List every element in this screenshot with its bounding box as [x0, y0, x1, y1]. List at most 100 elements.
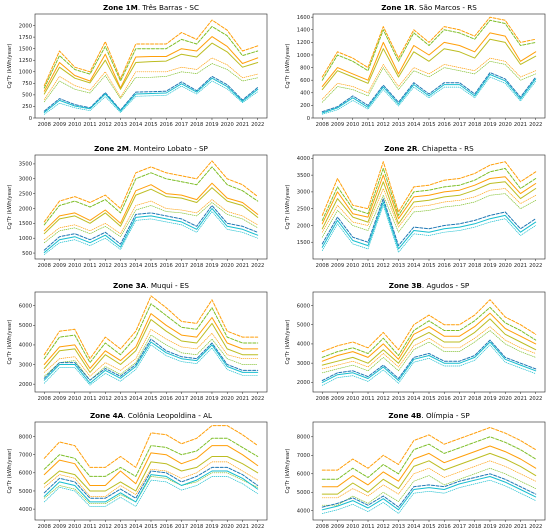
x-tick-label: 2021 — [236, 122, 249, 128]
x-tick-label: 2011 — [83, 396, 96, 402]
series-line-orange-dash — [43, 19, 259, 87]
y-tick-label: 500 — [22, 93, 32, 99]
series-line-blue-dash — [321, 473, 537, 508]
x-tick-label: 2017 — [453, 122, 466, 128]
series-line-green-dot — [43, 202, 259, 244]
series-line-orange-dot — [321, 460, 537, 499]
chart-panel-5: Zone 3A. Muqui - ES Cg'Tr (kWh/year) 2000 3… — [7, 281, 268, 402]
y-tick-label: 4000 — [19, 343, 32, 349]
x-tick-label: 2016 — [160, 524, 173, 530]
x-tick-label: 2016 — [438, 122, 451, 128]
x-tick-label: 2020 — [221, 263, 234, 269]
x-tick-label: 2016 — [160, 122, 173, 128]
y-tick-label: 200 — [300, 103, 310, 109]
y-tick-label: 5000 — [297, 322, 310, 328]
x-tick-label: 2009 — [53, 396, 66, 402]
series-line-blue-solid — [43, 77, 259, 113]
x-tick-label: 2008 — [316, 524, 329, 530]
series-line-blue-dot — [321, 479, 537, 514]
x-tick-label: 2013 — [114, 396, 127, 402]
x-tick-label: 2016 — [160, 263, 173, 269]
x-tick-label: 2018 — [190, 122, 203, 128]
series-line-orange-solid — [321, 445, 537, 488]
x-tick-label: 2009 — [331, 263, 344, 269]
series-line-green-dot — [321, 193, 537, 238]
series-line-green-dot — [43, 63, 259, 103]
series-line-orange-dash — [43, 295, 259, 360]
series-line-blue-dot — [321, 344, 537, 386]
y-tick-label: 1200 — [297, 40, 310, 46]
chart-panel-3: Zone 2M. Monteiro Lobato - SP Cg'Tr (kWh/… — [7, 144, 268, 269]
x-tick-label: 2018 — [190, 263, 203, 269]
y-tick-label: 1000 — [297, 53, 310, 59]
y-tick-label: 6000 — [297, 303, 310, 309]
x-tick-label: 2008 — [38, 396, 51, 402]
y-tick-label: 6000 — [19, 471, 32, 477]
x-tick-label: 2016 — [438, 263, 451, 269]
x-tick-label: 2019 — [205, 122, 218, 128]
x-tick-label: 2014 — [407, 122, 421, 128]
x-tick-label: 2009 — [331, 524, 344, 530]
x-tick-label: 2020 — [221, 122, 234, 128]
y-tick-label: 750 — [22, 81, 32, 87]
y-tick-label: 1600 — [297, 15, 310, 21]
y-tick-label: 1750 — [19, 35, 32, 41]
x-tick-label: 2017 — [453, 263, 466, 269]
y-tick-label: 800 — [300, 65, 310, 71]
x-tick-label: 2014 — [407, 524, 421, 530]
x-tick-label: 2012 — [99, 263, 112, 269]
x-tick-label: 2010 — [346, 122, 359, 128]
x-tick-label: 2015 — [144, 396, 157, 402]
x-tick-label: 2009 — [331, 396, 344, 402]
y-tick-label: 0 — [29, 116, 32, 122]
x-tick-label: 2008 — [316, 263, 329, 269]
chart-title-zone: Zone 2R — [384, 144, 418, 153]
chart-title-zone: Zone 4B — [388, 411, 421, 420]
series-line-green-dash — [321, 306, 537, 358]
chart-title: Zone 4B. Olímpia - SP — [388, 411, 470, 420]
series-line-green-dash — [321, 167, 537, 221]
x-tick-label: 2009 — [53, 524, 66, 530]
y-tick-label: 600 — [300, 78, 310, 84]
series-line-green-dot — [43, 472, 259, 505]
x-tick-label: 2014 — [129, 524, 143, 530]
y-tick-label: 2000 — [19, 206, 32, 212]
y-tick-label: 2000 — [19, 382, 32, 388]
x-tick-label: 2008 — [38, 122, 51, 128]
series-line-green-solid — [321, 181, 537, 230]
x-tick-label: 2008 — [38, 263, 51, 269]
chart-title-zone: Zone 1R — [381, 3, 415, 12]
x-tick-label: 2021 — [514, 263, 527, 269]
x-tick-label: 2011 — [83, 263, 96, 269]
y-axis-label: Cg'Tr (kWh/year) — [7, 448, 13, 493]
x-tick-label: 2011 — [361, 396, 374, 402]
series-line-green-dash — [43, 26, 259, 89]
x-tick-label: 2021 — [514, 524, 527, 530]
series-line-green-dot — [321, 60, 537, 103]
x-tick-label: 2021 — [236, 524, 249, 530]
series-line-orange-dash — [321, 161, 537, 216]
x-tick-label: 2019 — [483, 396, 496, 402]
x-tick-label: 2012 — [377, 524, 390, 530]
x-tick-label: 2014 — [129, 263, 143, 269]
series-line-blue-dot — [43, 80, 259, 115]
x-tick-label: 2010 — [68, 524, 81, 530]
series-line-blue-dash — [43, 466, 259, 499]
y-tick-label: 7000 — [19, 452, 32, 458]
y-tick-label: 1500 — [19, 221, 32, 227]
series-line-blue-dot — [321, 204, 537, 253]
x-tick-label: 2008 — [316, 396, 329, 402]
x-tick-label: 2015 — [422, 122, 435, 128]
y-tick-label: 4000 — [297, 342, 310, 348]
chart-title-zone: Zone 2M — [94, 144, 129, 153]
x-tick-label: 2015 — [422, 263, 435, 269]
x-tick-label: 2013 — [392, 396, 405, 402]
x-tick-label: 2013 — [114, 122, 127, 128]
series-line-green-solid — [321, 318, 537, 366]
x-tick-label: 2017 — [453, 524, 466, 530]
chart-panel-6: Zone 3B. Agudos - SP Cg'Tr (kWh/year) 2000… — [285, 281, 546, 402]
x-tick-label: 2016 — [438, 396, 451, 402]
series-line-green-solid — [43, 456, 259, 492]
x-tick-label: 2017 — [175, 396, 188, 402]
x-tick-label: 2020 — [221, 396, 234, 402]
